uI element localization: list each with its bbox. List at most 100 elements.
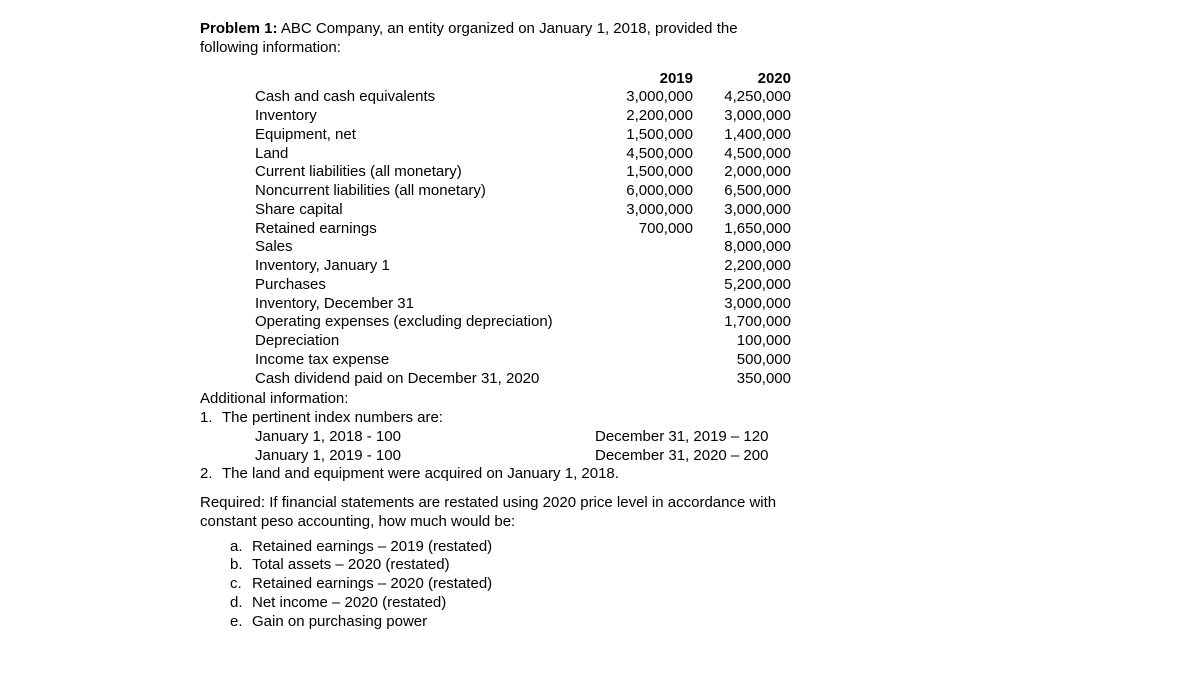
row-y1: 3,000,000 xyxy=(603,201,701,220)
row-y1 xyxy=(603,257,701,276)
row-y1: 3,000,000 xyxy=(603,88,701,107)
row-label: Operating expenses (excluding depreciati… xyxy=(255,313,603,332)
row-y2: 5,200,000 xyxy=(701,276,799,295)
row-y1 xyxy=(603,238,701,257)
required-text-item: Total assets – 2020 (restated) xyxy=(252,556,450,573)
index-b-left: January 1, 2019 - 100 xyxy=(255,447,595,466)
header-2020: 2020 xyxy=(701,70,799,89)
row-y2: 500,000 xyxy=(701,351,799,370)
table-row: Current liabilities (all monetary)1,500,… xyxy=(255,163,799,182)
table-row: Equipment, net1,500,0001,400,000 xyxy=(255,126,799,145)
row-y2: 1,650,000 xyxy=(701,220,799,239)
item2-num: 2. xyxy=(200,465,222,484)
row-label: Income tax expense xyxy=(255,351,603,370)
required-a: Required: If financial statements are re… xyxy=(200,494,1200,513)
table-header-row: 2019 2020 xyxy=(255,70,799,89)
row-y2: 3,000,000 xyxy=(701,295,799,314)
required-text-item: Net income – 2020 (restated) xyxy=(252,594,446,611)
table-row: Income tax expense 500,000 xyxy=(255,351,799,370)
row-y1: 1,500,000 xyxy=(603,163,701,182)
table-row: Land4,500,0004,500,000 xyxy=(255,145,799,164)
row-label: Purchases xyxy=(255,276,603,295)
index-a-right: December 31, 2019 – 120 xyxy=(595,428,768,447)
table-row: Noncurrent liabilities (all monetary)6,0… xyxy=(255,182,799,201)
row-y1: 6,000,000 xyxy=(603,182,701,201)
table-row: Inventory2,200,0003,000,000 xyxy=(255,107,799,126)
row-y1 xyxy=(603,351,701,370)
row-y1: 2,200,000 xyxy=(603,107,701,126)
row-y2: 6,500,000 xyxy=(701,182,799,201)
row-y2: 3,000,000 xyxy=(701,201,799,220)
required-letter: a. xyxy=(230,538,252,557)
table-row: Inventory, January 1 2,200,000 xyxy=(255,257,799,276)
required-letter: b. xyxy=(230,556,252,575)
row-y2: 1,700,000 xyxy=(701,313,799,332)
table-row: Purchases 5,200,000 xyxy=(255,276,799,295)
row-y1 xyxy=(603,276,701,295)
item1-text: The pertinent index numbers are: xyxy=(222,409,443,426)
table-row: Share capital3,000,0003,000,000 xyxy=(255,201,799,220)
required-list: a.Retained earnings – 2019 (restated)b.T… xyxy=(230,538,1200,632)
required-letter: d. xyxy=(230,594,252,613)
row-label: Inventory, January 1 xyxy=(255,257,603,276)
table-row: Cash dividend paid on December 31, 2020 3… xyxy=(255,370,799,389)
row-label: Share capital xyxy=(255,201,603,220)
table-row: Retained earnings700,0001,650,000 xyxy=(255,220,799,239)
index-row-b: January 1, 2019 - 100 December 31, 2020 … xyxy=(255,447,1200,466)
row-y2: 100,000 xyxy=(701,332,799,351)
required-text: Required: If financial statements are re… xyxy=(200,494,1200,532)
required-item: d.Net income – 2020 (restated) xyxy=(230,594,1200,613)
table-row: Depreciation 100,000 xyxy=(255,332,799,351)
required-text-item: Retained earnings – 2020 (restated) xyxy=(252,575,492,592)
row-y1: 1,500,000 xyxy=(603,126,701,145)
row-label: Noncurrent liabilities (all monetary) xyxy=(255,182,603,201)
row-y1: 4,500,000 xyxy=(603,145,701,164)
row-label: Inventory, December 31 xyxy=(255,295,603,314)
required-letter: e. xyxy=(230,613,252,632)
row-y2: 2,000,000 xyxy=(701,163,799,182)
row-y1 xyxy=(603,313,701,332)
required-text-item: Gain on purchasing power xyxy=(252,613,427,630)
problem-intro-b: following information: xyxy=(200,39,341,56)
table-row: Sales8,000,000 xyxy=(255,238,799,257)
problem-label: Problem 1: xyxy=(200,20,278,37)
row-y2: 2,200,000 xyxy=(701,257,799,276)
row-label: Retained earnings xyxy=(255,220,603,239)
required-item: a.Retained earnings – 2019 (restated) xyxy=(230,538,1200,557)
row-label: Cash and cash equivalents xyxy=(255,88,603,107)
row-label: Equipment, net xyxy=(255,126,603,145)
row-y1 xyxy=(603,332,701,351)
required-item: b.Total assets – 2020 (restated) xyxy=(230,556,1200,575)
row-label: Depreciation xyxy=(255,332,603,351)
index-b-right: December 31, 2020 – 200 xyxy=(595,447,768,466)
row-y2: 1,400,000 xyxy=(701,126,799,145)
data-table: 2019 2020 Cash and cash equivalents3,000… xyxy=(255,70,1200,389)
row-y1 xyxy=(603,295,701,314)
problem-intro: Problem 1: ABC Company, an entity organi… xyxy=(200,20,900,58)
required-item: c.Retained earnings – 2020 (restated) xyxy=(230,575,1200,594)
row-label: Cash dividend paid on December 31, 2020 xyxy=(255,370,603,389)
required-item: e.Gain on purchasing power xyxy=(230,613,1200,632)
row-y1: 700,000 xyxy=(603,220,701,239)
row-y2: 4,250,000 xyxy=(701,88,799,107)
row-label: Current liabilities (all monetary) xyxy=(255,163,603,182)
required-b: constant peso accounting, how much would… xyxy=(200,513,1200,532)
item1-num: 1. xyxy=(200,409,222,428)
table-row: Cash and cash equivalents3,000,0004,250,… xyxy=(255,88,799,107)
row-y2: 350,000 xyxy=(701,370,799,389)
table-row: Operating expenses (excluding depreciati… xyxy=(255,313,799,332)
row-label: Inventory xyxy=(255,107,603,126)
row-y1 xyxy=(603,370,701,389)
header-2019: 2019 xyxy=(603,70,701,89)
row-label: Sales xyxy=(255,238,603,257)
additional-heading: Additional information: xyxy=(200,390,1200,409)
row-label: Land xyxy=(255,145,603,164)
item2-text: The land and equipment were acquired on … xyxy=(222,465,619,482)
row-y2: 4,500,000 xyxy=(701,145,799,164)
problem-intro-a: ABC Company, an entity organized on Janu… xyxy=(278,20,738,37)
index-row-a: January 1, 2018 - 100 December 31, 2019 … xyxy=(255,428,1200,447)
required-text-item: Retained earnings – 2019 (restated) xyxy=(252,538,492,555)
row-y2: 3,000,000 xyxy=(701,107,799,126)
index-a-left: January 1, 2018 - 100 xyxy=(255,428,595,447)
required-letter: c. xyxy=(230,575,252,594)
